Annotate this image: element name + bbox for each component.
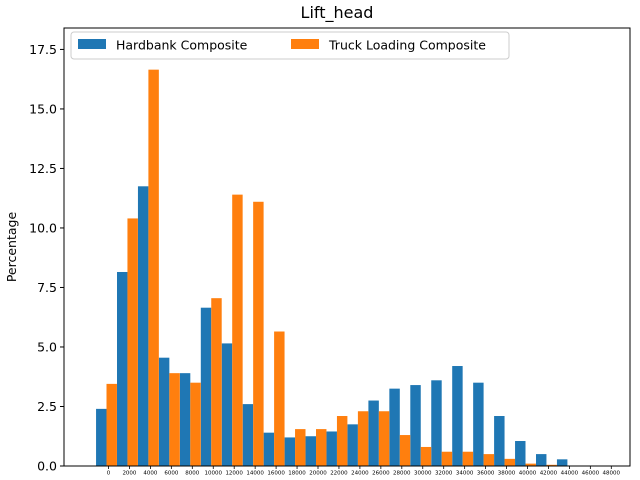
x-tick-label: 2000	[122, 471, 136, 477]
x-tick-label: 40000	[519, 471, 537, 477]
legend-box	[70, 31, 510, 60]
bar-series-0-26000	[368, 400, 379, 466]
bar-series-0-22000	[326, 431, 337, 466]
bar-series-0-42000	[536, 454, 547, 466]
x-tick-label: 28000	[393, 471, 411, 477]
y-tick-label: 0.0	[37, 459, 57, 474]
y-tick-label: 17.5	[29, 42, 57, 57]
y-tick-label: 5.0	[37, 339, 57, 354]
x-tick-label: 24000	[351, 471, 369, 477]
bar-series-0-20000	[305, 436, 316, 466]
bar-series-1-0	[106, 383, 117, 467]
bar-series-0-10000	[200, 307, 212, 466]
x-tick-label: 22000	[330, 471, 348, 477]
bar-series-1-36000	[483, 454, 495, 466]
x-tick-label: 36000	[477, 471, 495, 477]
bar-series-1-12000	[232, 194, 243, 466]
bar-series-0-28000	[389, 388, 400, 466]
y-tick-label: 15.0	[29, 101, 57, 116]
bar-series-0-14000	[242, 404, 254, 466]
x-tick-label: 8000	[185, 471, 199, 477]
y-axis-label: Percentage	[4, 212, 19, 283]
x-tick-label: 12000	[225, 471, 243, 477]
bar-series-0-38000	[494, 416, 505, 466]
bar-series-0-24000	[347, 424, 358, 466]
bar-series-0-12000	[221, 343, 233, 466]
x-tick-label: 26000	[372, 471, 390, 477]
y-tick-label: 2.5	[37, 399, 57, 414]
y-tick-label: 10.0	[29, 220, 57, 235]
bar-series-0-44000	[556, 459, 568, 466]
bar-series-0-4000	[137, 186, 149, 467]
x-tick-label: 0	[107, 471, 111, 477]
bar-series-0-0	[96, 408, 107, 466]
bar-series-1-24000	[357, 411, 369, 466]
x-tick-label: 48000	[603, 471, 621, 477]
bar-series-0-34000	[452, 366, 463, 466]
bar-series-1-2000	[127, 218, 138, 466]
bars-group	[96, 69, 568, 467]
legend-swatch-1	[291, 39, 319, 49]
bar-series-1-6000	[169, 373, 180, 466]
legend-swatch-0	[78, 39, 106, 49]
bar-series-0-2000	[117, 271, 128, 466]
legend: Hardbank Composite Truck Loading Composit…	[70, 31, 510, 60]
x-tick-label: 18000	[288, 471, 306, 477]
x-tick-label: 34000	[456, 471, 474, 477]
x-tick-label: 46000	[582, 471, 600, 477]
bar-series-0-16000	[263, 432, 275, 466]
bar-series-0-18000	[284, 437, 296, 466]
bar-series-0-40000	[515, 441, 526, 466]
legend-label-0: Hardbank Composite	[116, 38, 248, 53]
x-tick-label: 38000	[498, 471, 516, 477]
legend-label-1: Truck Loading Composite	[328, 38, 486, 53]
bar-series-1-18000	[295, 429, 306, 466]
x-tick-label: 16000	[267, 471, 285, 477]
plot-frame	[63, 27, 631, 467]
x-tick-label: 20000	[309, 471, 327, 477]
x-tick-label: 32000	[435, 471, 453, 477]
bar-series-1-40000	[525, 463, 536, 466]
bar-series-1-16000	[274, 331, 285, 466]
bar-series-1-4000	[148, 69, 159, 466]
bar-series-0-32000	[431, 380, 442, 466]
y-tick-label: 12.5	[29, 161, 57, 176]
bar-series-0-8000	[179, 373, 191, 466]
bar-series-1-42000	[546, 464, 557, 466]
x-tick-label: 14000	[246, 471, 264, 477]
x-tick-label: 42000	[540, 471, 558, 477]
bar-series-1-38000	[504, 458, 515, 466]
y-tick-label: 7.5	[37, 280, 57, 295]
x-tick-label: 6000	[164, 471, 178, 477]
bar-series-1-20000	[316, 429, 327, 466]
bar-series-1-10000	[211, 298, 222, 466]
chart-title: Lift_head	[301, 3, 374, 23]
bar-series-0-30000	[410, 385, 421, 466]
x-axis: 0 2000 4000 6000 8000 10000 12000 14000 16000 180…	[107, 466, 621, 477]
x-tick-label: 10000	[205, 471, 223, 477]
bar-series-1-22000	[336, 416, 348, 466]
bar-series-1-28000	[399, 435, 411, 466]
x-tick-label: 4000	[143, 471, 157, 477]
bar-series-1-14000	[253, 201, 264, 466]
bar-series-0-6000	[158, 357, 170, 466]
bar-series-1-32000	[441, 451, 453, 466]
x-tick-label: 44000	[561, 471, 579, 477]
y-axis: 0.0 2.5 5.0 7.5 10.0 12.5 15.0 17.5	[29, 42, 64, 474]
bar-series-0-36000	[473, 382, 484, 466]
x-tick-label: 30000	[414, 471, 432, 477]
bar-series-1-30000	[420, 446, 432, 466]
bar-series-1-34000	[462, 451, 474, 466]
bar-series-1-26000	[378, 411, 390, 466]
bar-series-1-8000	[190, 382, 201, 466]
